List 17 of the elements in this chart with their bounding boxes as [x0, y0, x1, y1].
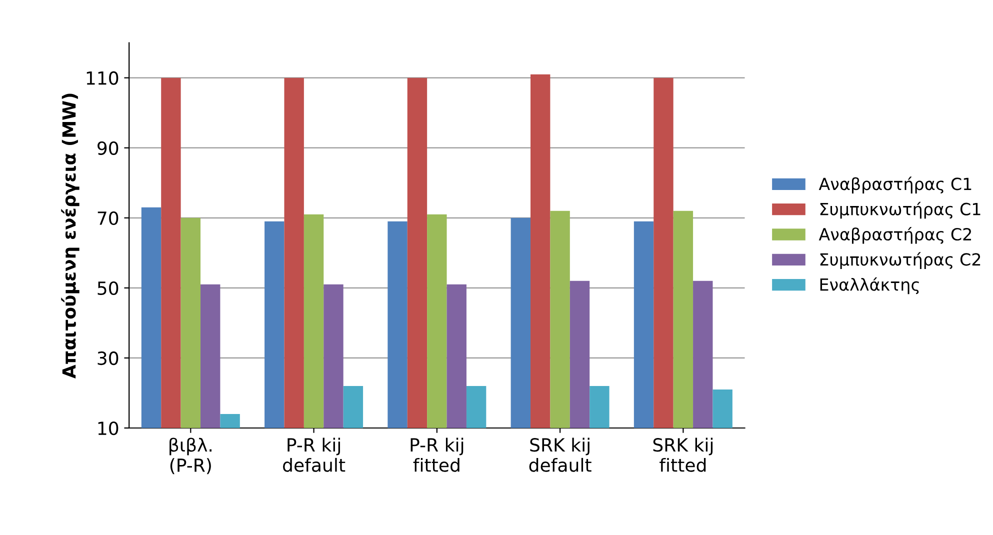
legend-label: Συμπυκνωτήρας C2 [820, 252, 980, 269]
legend-label: Αναβραστήρας C2 [818, 226, 972, 244]
legend-label: Εναλλάκτης [820, 277, 919, 294]
y-tick-label: 110 [86, 71, 118, 85]
y-tick-label: 50 [98, 281, 118, 296]
y-tick-label: 10 [98, 421, 118, 436]
x-tick-label: SRK kij default [529, 438, 592, 472]
y-tick-label: 70 [98, 211, 118, 226]
y-axis-title: Απαιτούμενη ενέργεια (MW) [61, 94, 80, 378]
x-tick-label: βιβλ. (P-R) [170, 438, 212, 474]
y-tick-label: 90 [98, 141, 118, 155]
legend-label: Συμπυκνωτήρας C1 [820, 202, 980, 219]
legend-label: Αναβραστήρας C1 [818, 176, 972, 194]
x-tick-label: P-R kij fitted [410, 438, 464, 472]
x-tick-label: SRK kij fitted [653, 438, 713, 472]
y-tick-label: 30 [98, 351, 118, 366]
x-tick-label: P-R kij default [283, 438, 346, 472]
